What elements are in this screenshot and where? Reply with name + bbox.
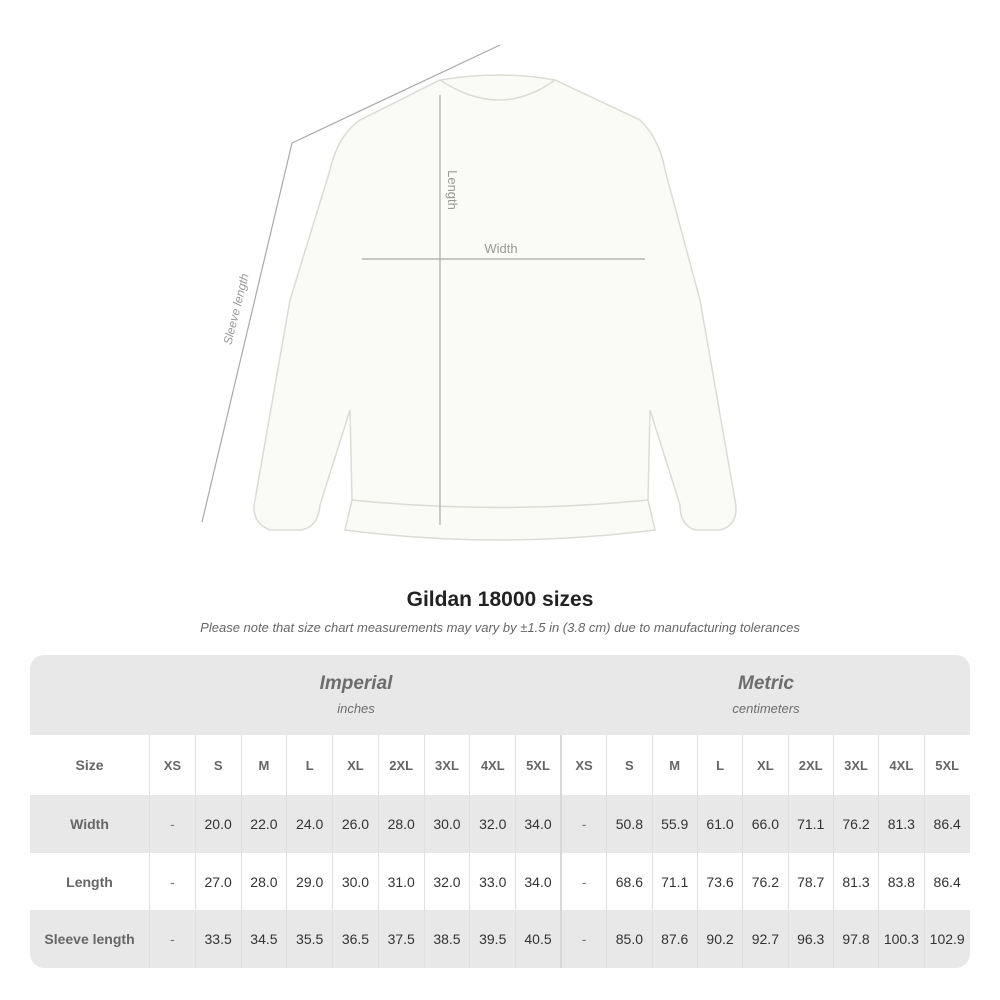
sleeve-length-label: Sleeve length (221, 272, 252, 346)
metric-value: 66.0 (743, 795, 789, 853)
size-column-header: 4XL (470, 735, 517, 795)
metric-value: 68.6 (607, 853, 653, 910)
imperial-value: 32.0 (425, 853, 471, 910)
imperial-value: 31.0 (379, 853, 425, 910)
metric-value: 50.8 (607, 795, 653, 853)
metric-unit: centimeters (732, 701, 800, 716)
imperial-value: 40.5 (516, 910, 562, 968)
imperial-value: 37.5 (379, 910, 425, 968)
imperial-value: - (150, 853, 196, 910)
metric-value: - (562, 910, 608, 968)
imperial-value: 20.0 (196, 795, 242, 853)
table-row: Width -20.0 22.0 24.0 26.0 28.0 30.0 32.0 34.0-5… (30, 795, 970, 853)
imperial-value: 35.5 (287, 910, 334, 968)
size-column-header: S (196, 735, 242, 795)
size-column-header: L (698, 735, 744, 795)
metric-value: 71.1 (789, 795, 834, 853)
imperial-value: - (150, 795, 196, 853)
imperial-value: 30.0 (333, 853, 379, 910)
size-column-header: 3XL (834, 735, 880, 795)
size-column-header: S (607, 735, 653, 795)
size-column-header: M (242, 735, 288, 795)
imperial-value: 24.0 (287, 795, 334, 853)
metric-value: 71.1 (653, 853, 698, 910)
metric-value: 85.0 (607, 910, 653, 968)
metric-value: 92.7 (743, 910, 789, 968)
imperial-value: 28.0 (242, 853, 288, 910)
size-column-header: XL (333, 735, 379, 795)
imperial-value: 32.0 (470, 795, 517, 853)
metric-value: 86.4 (933, 873, 961, 890)
tolerance-note: Please note that size chart measurements… (200, 620, 800, 635)
metric-value: 73.6 (698, 853, 744, 910)
metric-value: 90.2 (698, 910, 744, 968)
size-column-header: XL (743, 735, 789, 795)
imperial-value: 22.0 (242, 795, 288, 853)
imperial-value: 33.5 (196, 910, 242, 968)
metric-value: 102.9 (929, 931, 965, 947)
imperial-header: Imperial inches (150, 655, 562, 735)
row-label: Length (30, 853, 150, 910)
size-column-header: 2XL (379, 735, 425, 795)
metric-value: 78.7 (789, 853, 834, 910)
table-row: Sleeve length -33.5 34.5 35.5 36.5 37.5 38.5 39… (30, 910, 970, 968)
size-label: Size (30, 735, 150, 795)
page-title: Gildan 18000 sizes (406, 588, 594, 611)
imperial-value: 30.0 (425, 795, 471, 853)
metric-value: 100.3 (879, 910, 925, 968)
metric-value: 81.3 (879, 795, 925, 853)
metric-header: Metric centimeters (562, 655, 970, 735)
row-label: Width (30, 795, 150, 853)
size-column-header: 4XL (879, 735, 925, 795)
size-column-header: 2XL (789, 735, 834, 795)
size-column-header: L (287, 735, 334, 795)
metric-value: 86.4 (933, 816, 961, 832)
sleeve-length-arrow (201, 44, 501, 523)
imperial-value: - (150, 910, 196, 968)
metric-value: 96.3 (789, 910, 834, 968)
imperial-value: 34.5 (242, 910, 288, 968)
imperial-value: 28.0 (379, 795, 425, 853)
row-label: Sleeve length (30, 910, 150, 968)
size-column-header: 3XL (425, 735, 471, 795)
metric-value: - (562, 853, 608, 910)
imperial-value: 36.5 (333, 910, 379, 968)
metric-value: 83.8 (879, 853, 925, 910)
size-column-header: XS (150, 735, 196, 795)
imperial-value: 27.0 (196, 853, 242, 910)
imperial-value: 34.0 (516, 853, 562, 910)
metric-value: - (562, 795, 608, 853)
imperial-unit: inches (337, 701, 375, 716)
length-label: Length (445, 170, 460, 210)
imperial-value: 39.5 (470, 910, 517, 968)
imperial-title: Imperial (319, 673, 393, 694)
imperial-value: 26.0 (333, 795, 379, 853)
imperial-value: 29.0 (287, 853, 334, 910)
imperial-value: 38.5 (425, 910, 471, 968)
size-column-header: XS (562, 735, 608, 795)
size-column-header: 5XL (516, 735, 562, 795)
metric-value: 81.3 (834, 853, 880, 910)
table-row: Length -27.0 28.0 29.0 30.0 31.0 32.0 33.0 34.0-… (30, 853, 970, 910)
metric-value: 97.8 (834, 910, 880, 968)
metric-value: 87.6 (653, 910, 698, 968)
imperial-value: 34.0 (516, 795, 562, 853)
size-table: Imperial inches Metric centimeters Size X… (30, 655, 970, 968)
sweatshirt-diagram: Length Width Sleeve length (201, 44, 737, 541)
metric-value: 55.9 (653, 795, 698, 853)
sweatshirt-image (253, 74, 737, 541)
width-label: Width (484, 241, 517, 256)
imperial-value: 33.0 (470, 853, 517, 910)
metric-value: 76.2 (834, 795, 880, 853)
size-header-row: Size XS S M L XL 2XL 3XL 4XL 5XL XS S M L XL 2XL 3XL 4XL 5… (30, 735, 970, 795)
metric-title: Metric (738, 673, 794, 694)
metric-value: 61.0 (698, 795, 744, 853)
metric-value: 76.2 (743, 853, 789, 910)
size-column-header: M (653, 735, 698, 795)
size-column-header: 5XL (935, 757, 960, 773)
